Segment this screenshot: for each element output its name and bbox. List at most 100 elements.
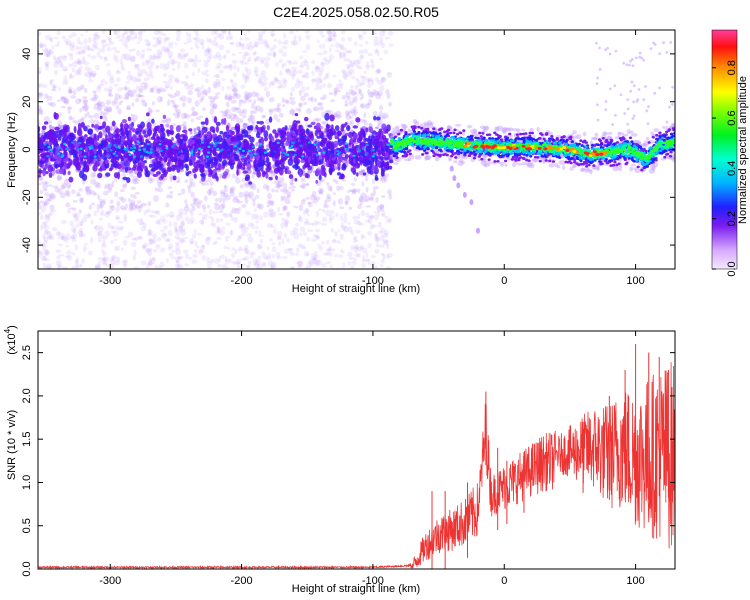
noise-speck bbox=[348, 206, 353, 210]
noise-speck bbox=[275, 118, 281, 123]
band-fleck bbox=[263, 151, 267, 154]
ridge-halo bbox=[630, 163, 636, 167]
noise-speck bbox=[123, 53, 129, 60]
noise-speck bbox=[173, 92, 177, 98]
noise-speck bbox=[168, 55, 172, 59]
noise-speck bbox=[138, 205, 142, 209]
noise-speck bbox=[283, 220, 289, 227]
noise-speck bbox=[145, 40, 152, 47]
noise-speck bbox=[171, 249, 177, 253]
noise-speck bbox=[132, 255, 137, 261]
noise-speck bbox=[358, 88, 362, 94]
noise-speck bbox=[93, 92, 97, 98]
band-speck bbox=[175, 146, 179, 153]
band-speck bbox=[265, 173, 269, 179]
band-speck bbox=[352, 125, 359, 129]
band-fleck bbox=[61, 154, 65, 157]
noise-speck bbox=[383, 49, 389, 55]
noise-speck bbox=[224, 194, 231, 201]
band-speck bbox=[241, 129, 246, 134]
noise-speck bbox=[201, 90, 205, 95]
noise-speck bbox=[246, 233, 252, 238]
noise-speck bbox=[187, 97, 193, 104]
noise-speck bbox=[73, 60, 77, 64]
noise-speck bbox=[302, 231, 307, 237]
band-speck bbox=[321, 167, 326, 172]
band-speck bbox=[54, 138, 58, 142]
noise-speck bbox=[298, 56, 304, 59]
noise-speck bbox=[323, 199, 328, 207]
noise-speck bbox=[147, 107, 153, 114]
noise-speck bbox=[251, 44, 256, 49]
band-speck bbox=[352, 150, 358, 159]
noise-speck bbox=[321, 263, 327, 268]
band-fleck bbox=[251, 145, 255, 149]
band-speck bbox=[213, 116, 218, 124]
noise-speck bbox=[227, 246, 231, 250]
noise-speck bbox=[387, 31, 394, 36]
noise-speck bbox=[143, 82, 149, 89]
ridge-halo bbox=[576, 133, 582, 140]
band-speck bbox=[59, 168, 65, 175]
noise-speck bbox=[142, 242, 149, 248]
noise-speck bbox=[325, 261, 332, 264]
band-fleck bbox=[206, 155, 210, 158]
noise-speck bbox=[285, 100, 290, 105]
noise-speck bbox=[72, 199, 79, 203]
band-speck bbox=[271, 136, 275, 142]
noise-speck bbox=[333, 87, 339, 93]
noise-speck bbox=[358, 195, 364, 203]
band-fleck bbox=[248, 149, 252, 153]
noise-speck bbox=[103, 256, 110, 262]
band-speck bbox=[255, 124, 259, 130]
noise-speck bbox=[41, 181, 48, 185]
noise-speck bbox=[183, 62, 189, 69]
noise-speck bbox=[208, 208, 213, 215]
noise-speck bbox=[92, 41, 99, 48]
band-speck bbox=[350, 160, 354, 166]
noise-speck bbox=[332, 200, 336, 207]
band-speck bbox=[305, 128, 310, 136]
band-speck bbox=[374, 177, 379, 181]
noise-speck bbox=[95, 182, 101, 189]
noise-speck bbox=[369, 214, 375, 220]
band-speck bbox=[43, 132, 47, 140]
band-fleck bbox=[249, 154, 253, 157]
noise-speck bbox=[369, 197, 374, 202]
noise-speck bbox=[248, 193, 252, 199]
noise-speck bbox=[94, 64, 100, 71]
noise-speck bbox=[291, 86, 295, 93]
ridge-halo bbox=[412, 119, 418, 124]
ridge-halo bbox=[621, 133, 629, 137]
noise-speck bbox=[197, 200, 203, 204]
noise-speck bbox=[122, 260, 128, 267]
noise-speck bbox=[102, 256, 106, 262]
noise-speck bbox=[199, 97, 204, 103]
noise-speck bbox=[81, 258, 85, 264]
band-speck bbox=[97, 172, 103, 179]
noise-speck bbox=[255, 56, 260, 59]
noise-speck bbox=[137, 205, 142, 213]
noise-speck bbox=[126, 74, 132, 81]
noise-speck bbox=[103, 108, 110, 112]
noise-speck bbox=[319, 78, 323, 84]
noise-speck bbox=[77, 230, 84, 235]
band-speck bbox=[124, 143, 128, 147]
noise-speck bbox=[380, 176, 387, 183]
band-fleck bbox=[106, 154, 110, 158]
noise-speck bbox=[171, 59, 175, 67]
noise-speck bbox=[350, 265, 355, 269]
noise-speck bbox=[383, 229, 389, 236]
noise-speck bbox=[289, 108, 295, 115]
noise-speck bbox=[191, 106, 195, 112]
band-speck bbox=[258, 148, 263, 157]
noise-speck bbox=[289, 182, 293, 186]
noise-speck bbox=[351, 260, 357, 265]
noise-speck bbox=[47, 213, 51, 220]
noise-speck bbox=[259, 106, 264, 113]
noise-speck bbox=[238, 99, 244, 102]
noise-speck bbox=[321, 34, 326, 38]
noise-speck bbox=[227, 96, 233, 101]
noise-speck bbox=[102, 198, 106, 204]
band-fleck bbox=[210, 142, 214, 145]
